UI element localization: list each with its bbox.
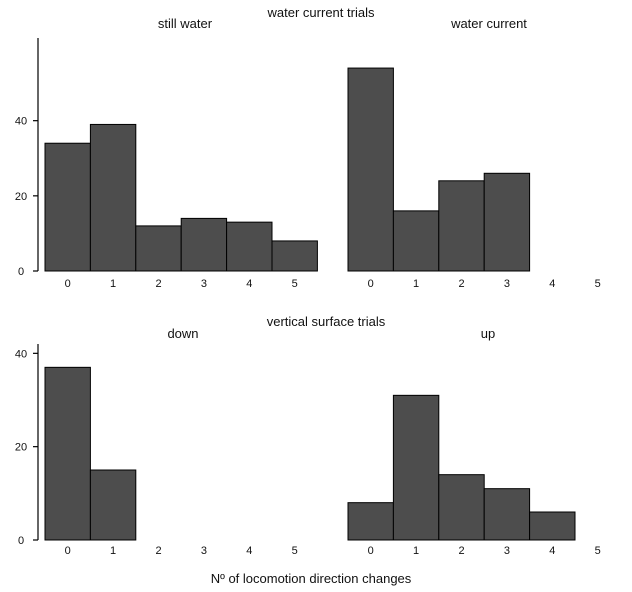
- x-tick-label: 1: [110, 278, 116, 290]
- bar: [226, 221, 273, 272]
- x-tick-label: 3: [504, 278, 510, 290]
- panel-title: water current trials: [267, 5, 375, 20]
- x-axis-label: Nº of locomotion direction changes: [211, 571, 412, 586]
- x-tick-label: 5: [595, 278, 601, 290]
- y-tick-label: 40: [15, 348, 27, 360]
- bar: [347, 502, 394, 541]
- x-tick-label: 4: [549, 545, 555, 557]
- x-tick-label: 5: [595, 545, 601, 557]
- x-tick-label: 1: [110, 545, 116, 557]
- x-tick-label: 3: [504, 545, 510, 557]
- bars: [44, 67, 531, 272]
- y-tick-label: 0: [18, 535, 24, 547]
- series-label-water-current: water current: [450, 16, 527, 31]
- x-tick-label: 2: [458, 278, 464, 290]
- bar: [44, 142, 91, 272]
- y-tick-label: 20: [15, 191, 27, 203]
- x-tick-label: 3: [201, 278, 207, 290]
- x-tick-label: 0: [65, 545, 71, 557]
- x-tick-label: 2: [155, 278, 161, 290]
- panel-title: vertical surface trials: [267, 314, 386, 329]
- bar: [483, 172, 531, 272]
- bar: [392, 394, 440, 541]
- series-label-down: down: [167, 326, 198, 341]
- x-tick-label: 3: [201, 545, 207, 557]
- bar: [438, 474, 485, 541]
- bar: [180, 217, 228, 272]
- bar: [89, 123, 137, 272]
- bar: [392, 210, 440, 272]
- x-tick-label: 4: [246, 545, 252, 557]
- x-tick-label: 0: [368, 545, 374, 557]
- y-tick-label: 20: [15, 442, 27, 454]
- y-tick-label: 0: [18, 266, 24, 278]
- bar: [89, 469, 137, 541]
- series-label-still-water: still water: [158, 16, 213, 31]
- x-tick-labels: 0 1 2 3 4 5 0 1 2 3 4 5: [65, 278, 601, 290]
- x-tick-label: 4: [246, 278, 252, 290]
- x-tick-labels: 0 1 2 3 4 5 0 1 2 3 4 5: [65, 545, 601, 557]
- x-tick-label: 5: [292, 545, 298, 557]
- x-tick-label: 1: [413, 278, 419, 290]
- y-tick-label: 40: [15, 116, 27, 128]
- bar: [529, 511, 576, 541]
- series-label-up: up: [481, 326, 495, 341]
- bar: [438, 180, 485, 272]
- y-ticks: 0 20 40: [15, 116, 38, 278]
- x-tick-label: 1: [413, 545, 419, 557]
- x-tick-label: 2: [458, 545, 464, 557]
- bar: [347, 67, 394, 272]
- x-tick-label: 4: [549, 278, 555, 290]
- bars: [44, 366, 576, 541]
- y-ticks: 0 20 40: [15, 348, 38, 547]
- bar: [483, 488, 531, 541]
- x-tick-label: 0: [65, 278, 71, 290]
- x-tick-label: 0: [368, 278, 374, 290]
- x-tick-label: 5: [292, 278, 298, 290]
- x-tick-label: 2: [155, 545, 161, 557]
- bar: [135, 225, 182, 272]
- panel-water-current: water current trials still water water c…: [15, 5, 601, 290]
- bar: [44, 366, 91, 541]
- bar: [271, 240, 318, 272]
